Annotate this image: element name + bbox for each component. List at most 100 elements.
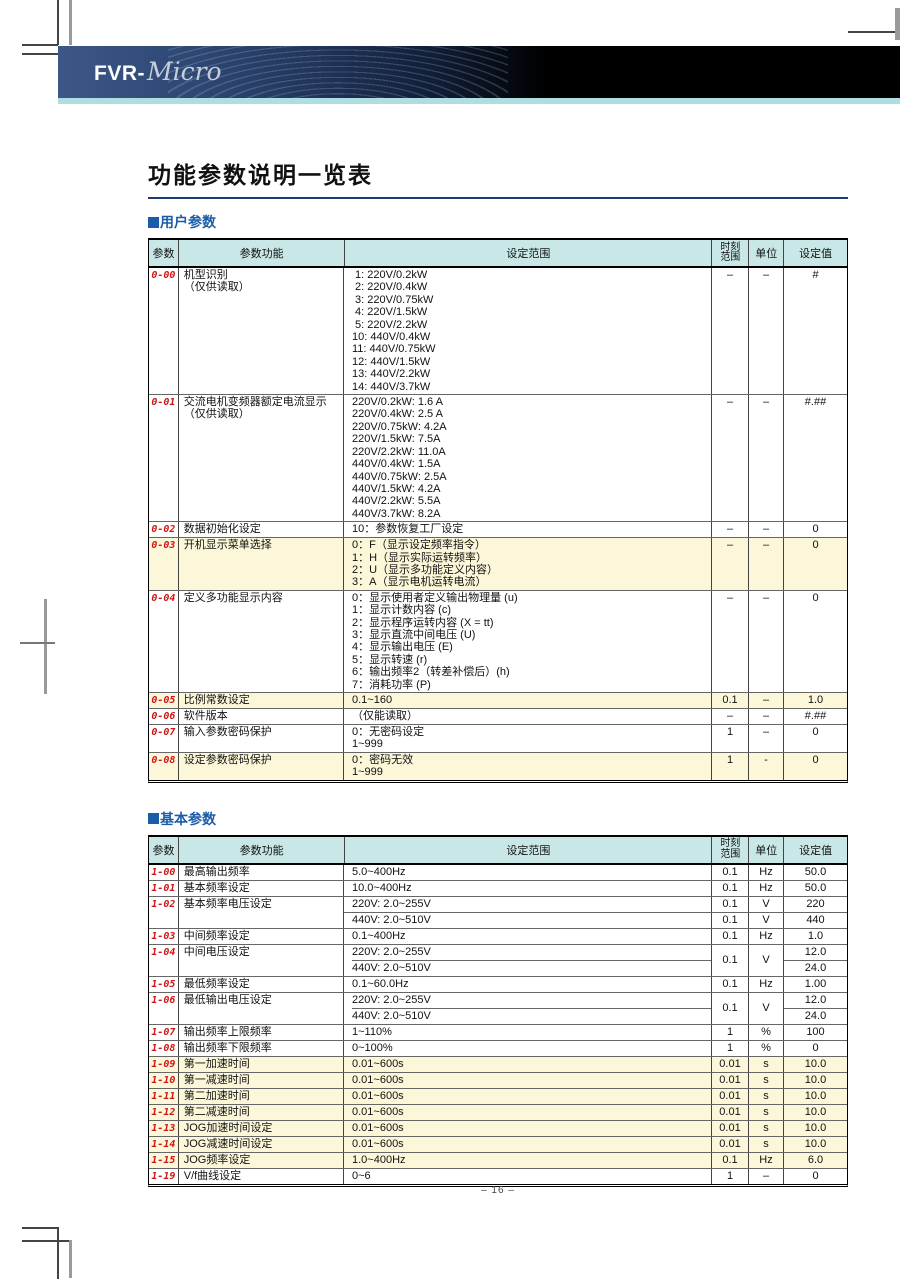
param-code: 1-02 [149,896,179,928]
range-part: 440V: 2.0~510V [352,959,711,976]
param-function: 基本频率设定 [179,880,344,896]
text-line: 440V: 2.0~510V [352,913,431,926]
param-code: 0-03 [149,538,179,590]
row-detail: 0~6 1– 0 [344,1168,847,1184]
setting-range: 1: 220V/0.2kW 2: 220V/0.4kW 3: 220V/0.75… [344,268,712,395]
text-line: 5：显示转速 (r) [352,653,428,666]
set-value: 100 [806,1025,825,1038]
text-line: 440V/2.2kW: 5.5A [352,495,441,508]
unit: s [749,1088,784,1104]
setting-range: 0：密码无效 1~999 [344,752,712,780]
setting-range: 440V: 2.0~510V [344,912,712,928]
unit: s [749,1072,784,1088]
text-line: 1：显示计数内容 (c) [352,604,451,617]
param-code: 1-07 [149,1024,179,1040]
logo-text-micro: Micro [147,57,222,86]
param-code: 0-00 [149,268,179,395]
basic-params-table: 参数 参数功能 设定范围 时刻 范围 单位 设定值 1-00 最高输出频率 5.0~… [148,834,848,1187]
param-code: 1-06 [149,992,179,1024]
user-params-table: 参数 参数功能 设定范围 时刻 范围 单位 设定值 0-00 机型识别 （仅供读取）… [148,238,848,783]
row-detail: 1: 220V/0.2kW 2: 220V/0.4kW 3: 220V/0.75… [344,268,847,395]
set-value: 0 [812,1169,819,1182]
param-function: 数据初始化设定 [179,522,344,538]
param-code: 0-02 [149,522,179,538]
text-line: 开机显示菜单选择 [183,539,272,552]
text-line: 11: 440V/0.75kW [352,343,436,356]
text-line: 数据初始化设定 [183,523,261,536]
text-line: 14: 440V/3.7kW [352,380,431,393]
text-line: 3: 220V/0.75kW [352,293,434,306]
value-part: 24.0 [784,959,847,976]
text-line: 比例常数设定 [183,694,250,706]
param-function: 设定参数密码保护 [179,752,344,780]
text-line: 3：A（显示电机运转电流） [352,576,487,589]
text-line: 13: 440V/2.2kW [352,368,431,381]
table-row: 0-00 机型识别 （仅供读取） 1: 220V/0.2kW 2: 220V/0.4… [149,268,847,395]
range-part: 220V: 2.0~255V [352,993,711,1008]
param-code: 0-04 [149,590,179,692]
param-function: 定义多功能显示内容 [179,590,344,692]
text-line: 1~999 [352,766,383,779]
table-row: 0-01 交流电机变频器额定电流显示 （仅供读取） 220V/0.2kW: 1.6 A… [149,394,847,522]
unit: – [749,268,784,395]
row-detail: 0.1~400Hz 0.1 Hz 1.0 [344,928,847,944]
setting-range: 0~100% [344,1040,712,1056]
table-row: 1-07 输出频率上限频率 1~110% 1% 100 [149,1023,847,1040]
text-line: 第一减速时间 [183,1073,250,1086]
param-code: 1-15 [149,1152,179,1168]
sub-row: 1~110% 1% 100 [344,1024,847,1040]
col-header-resolution-line1: 时刻 [720,838,741,850]
text-line: 10：参数恢复工厂设定 [352,523,464,536]
row-detail: 0.01~600s 0.01 s 10.0 [344,1072,847,1088]
param-function: 第一加速时间 [179,1056,344,1072]
param-function: 软件版本 [179,709,344,724]
resolution: 0.1 [712,880,749,896]
sub-row: 1: 220V/0.2kW 2: 220V/0.4kW 3: 220V/0.75… [344,268,847,395]
unit: s [749,1136,784,1152]
table-row: 0-08 设定参数密码保护 0：密码无效 1~999 1-0 [149,751,847,780]
sub-row: 220V/0.2kW: 1.6 A 220V/0.4kW: 2.5 A 220V/0… [344,395,847,522]
text-line: 220V: 2.0~255V [352,993,431,1006]
value-part: 12.0 [804,946,827,959]
set-value: 12.0 24.0 [784,993,847,1024]
resolution: – [712,590,749,692]
unit: s [749,1104,784,1120]
text-line: 220V/1.5kW: 7.5A [352,433,441,446]
unit: Hz [749,880,784,896]
resolution: 0.01 [712,1104,749,1120]
text-line: 最高输出频率 [183,865,250,878]
param-code: 0-07 [149,725,179,752]
set-value: 10.0 [804,1121,827,1134]
setting-range: 0.01~600s [344,1120,712,1136]
text-line: 0~100% [352,1041,393,1054]
resolution: 0.01 [712,1136,749,1152]
text-line: 440V/3.7kW: 8.2A [352,507,441,520]
crop-mark [57,0,59,45]
param-code: 1-12 [149,1104,179,1120]
table-row: 0-05 比例常数设定 0.1~160 0.1– 1.0 [149,692,847,708]
setting-range: 0~6 [344,1168,712,1184]
resolution: 1 [712,1040,749,1056]
set-value: 12.0 24.0 [784,945,847,976]
col-header-resolution-line2: 范围 [720,252,741,263]
text-line: 5: 220V/2.2kW [352,318,428,331]
setting-range: 0：显示使用者定义输出物理量 (u) 1：显示计数内容 (c) 2：显示程序运转内容… [344,590,712,692]
basic-params-table-body: 1-00 最高输出频率 5.0~400Hz 0.1 Hz 50.0 1-01 基本频率设定 10… [149,864,847,1184]
setting-range: 220V/0.2kW: 1.6 A 220V/0.4kW: 2.5 A 220V/0… [344,395,712,522]
row-detail: 1.0~400Hz 0.1 Hz 6.0 [344,1152,847,1168]
set-value: 220 [806,897,825,910]
sub-row: 0.01~600s 0.01 s 10.0 [344,1136,847,1152]
sub-row: 0.1~60.0Hz 0.1 Hz 1.00 [344,976,847,992]
logo-text-fvr: FVR- [94,62,145,85]
unit: Hz [749,864,784,880]
unit: – [749,538,784,590]
crop-mark [22,1240,70,1242]
unit: s [749,1056,784,1072]
table-row: 0-04 定义多功能显示内容 0：显示使用者定义输出物理量 (u) 1：显示计数内容 … [149,589,847,692]
param-function: 第一减速时间 [179,1072,344,1088]
crop-mark [69,0,72,45]
section-heading-label: 基本参数 [160,810,216,827]
param-function: JOG加速时间设定 [179,1120,344,1136]
row-detail: 10.0~400Hz 0.1 Hz 50.0 [344,880,847,896]
param-function: 交流电机变频器额定电流显示 （仅供读取） [179,395,344,522]
